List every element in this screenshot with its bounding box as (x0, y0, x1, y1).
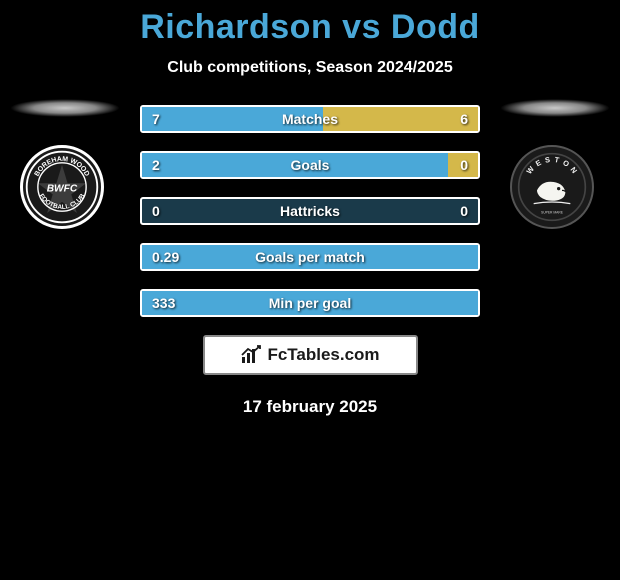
stat-row: 0.29Goals per match (140, 243, 480, 271)
svg-text:BWFC: BWFC (47, 184, 78, 195)
stat-label: Hattricks (202, 203, 418, 219)
stat-value-left: 2 (142, 157, 202, 173)
stat-value-right: 6 (418, 111, 478, 127)
stat-row: 7Matches6 (140, 105, 480, 133)
stat-label: Min per goal (202, 295, 418, 311)
shadow-ellipse (500, 99, 610, 117)
page-title: Richardson vs Dodd (0, 0, 620, 47)
left-club-block: BWFC BOREHAM WOOD FOOTBALL CLUB (20, 145, 110, 229)
right-club-block: W E S T O N SUPER MARE (510, 145, 600, 229)
subtitle: Club competitions, Season 2024/2025 (0, 59, 620, 77)
chart-icon (240, 345, 264, 365)
comparison-content: BWFC BOREHAM WOOD FOOTBALL CLUB W E S T … (0, 105, 620, 417)
stat-row: 333Min per goal (140, 289, 480, 317)
right-club-badge: W E S T O N SUPER MARE (510, 145, 594, 229)
stat-label: Matches (202, 111, 418, 127)
svg-text:SUPER MARE: SUPER MARE (541, 211, 564, 215)
right-club-crest-icon: W E S T O N SUPER MARE (517, 152, 587, 222)
date-text: 17 february 2025 (0, 397, 620, 417)
stat-value-left: 333 (142, 295, 202, 311)
brand-box: FcTables.com (203, 335, 418, 375)
stat-label: Goals per match (202, 249, 418, 265)
left-club-badge: BWFC BOREHAM WOOD FOOTBALL CLUB (20, 145, 104, 229)
stat-label: Goals (202, 157, 418, 173)
stat-value-left: 7 (142, 111, 202, 127)
stat-value-left: 0.29 (142, 249, 202, 265)
brand-text: FcTables.com (267, 345, 379, 365)
stat-value-left: 0 (142, 203, 202, 219)
stat-value-right: 0 (418, 157, 478, 173)
stat-row: 0Hattricks0 (140, 197, 480, 225)
left-club-crest-icon: BWFC BOREHAM WOOD FOOTBALL CLUB (23, 148, 101, 226)
stat-value-right: 0 (418, 203, 478, 219)
shadow-ellipse (10, 99, 120, 117)
stat-row: 2Goals0 (140, 151, 480, 179)
stats-bars: 7Matches62Goals00Hattricks00.29Goals per… (140, 105, 480, 317)
